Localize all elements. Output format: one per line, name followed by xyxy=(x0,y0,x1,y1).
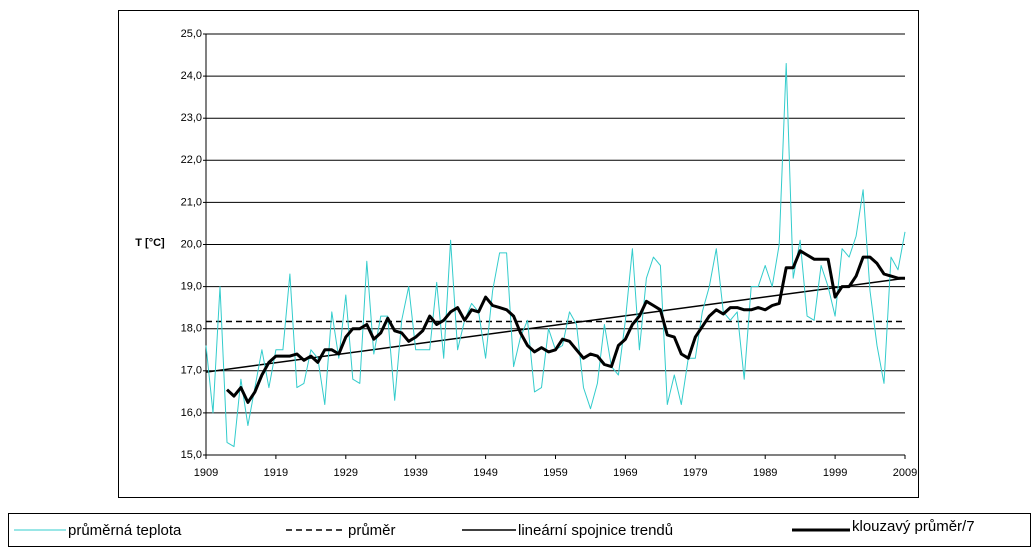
x-tick-label: 1969 xyxy=(613,467,637,479)
x-tick-label: 1959 xyxy=(543,467,567,479)
x-tick-label: 1909 xyxy=(194,467,218,479)
legend-label: klouzavý průměr/7 xyxy=(852,518,975,535)
x-tick-label: 1939 xyxy=(403,467,427,479)
y-tick-label: 15,0 xyxy=(181,449,202,461)
y-tick-label: 25,0 xyxy=(181,28,202,40)
y-tick-label: 23,0 xyxy=(181,112,202,124)
legend-label: lineární spojnice trendů xyxy=(518,522,673,539)
legend-label: průměrná teplota xyxy=(68,522,182,539)
x-tick-label: 2009 xyxy=(893,467,917,479)
y-tick-label: 22,0 xyxy=(181,154,202,166)
x-tick-label: 1949 xyxy=(473,467,497,479)
x-tick-label: 1979 xyxy=(683,467,707,479)
y-tick-label: 24,0 xyxy=(181,70,202,82)
y-tick-label: 17,0 xyxy=(181,365,202,377)
legend-label: průměr xyxy=(348,522,396,539)
y-tick-label: 16,0 xyxy=(181,407,202,419)
y-tick-label: 19,0 xyxy=(181,281,202,293)
y-tick-label: 21,0 xyxy=(181,196,202,208)
x-tick-label: 1999 xyxy=(823,467,847,479)
x-tick-label: 1919 xyxy=(264,467,288,479)
x-tick-label: 1929 xyxy=(334,467,358,479)
y-axis-label: T [°C] xyxy=(135,237,165,249)
x-tick-label: 1989 xyxy=(753,467,777,479)
series-line xyxy=(225,249,905,404)
y-tick-label: 18,0 xyxy=(181,323,202,335)
legend-box xyxy=(8,513,1031,547)
y-tick-label: 20,0 xyxy=(181,238,202,250)
